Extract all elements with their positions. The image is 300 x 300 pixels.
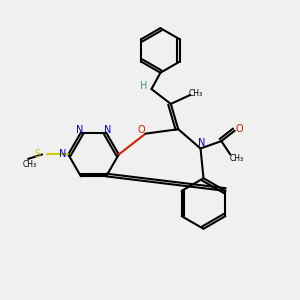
Text: H: H (140, 81, 148, 91)
Text: N: N (76, 124, 83, 135)
Text: N: N (59, 149, 67, 160)
Text: O: O (137, 125, 145, 135)
Text: O: O (236, 124, 243, 134)
Text: N: N (198, 138, 206, 148)
Text: CH₃: CH₃ (230, 154, 244, 163)
Text: CH₃: CH₃ (189, 89, 203, 98)
Text: N: N (104, 124, 111, 135)
Text: S: S (34, 149, 40, 160)
Text: CH₃: CH₃ (22, 160, 37, 169)
